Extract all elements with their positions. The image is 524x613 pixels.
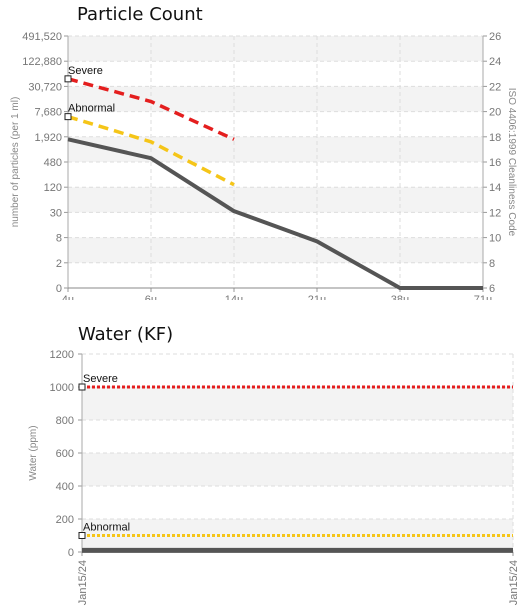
y2-tick-label: 8 bbox=[489, 258, 495, 270]
y-tick-label: 2 bbox=[56, 258, 62, 270]
grid-band bbox=[68, 237, 483, 263]
y2-tick-label: 6 bbox=[489, 283, 495, 295]
y2-tick-label: 26 bbox=[489, 31, 501, 43]
y-tick-label: 1000 bbox=[50, 382, 74, 394]
threshold-marker bbox=[78, 532, 86, 539]
y-tick-label: 1,920 bbox=[34, 132, 62, 144]
y-axis-title: Water (ppm) bbox=[28, 425, 39, 480]
grid-band bbox=[68, 187, 483, 213]
series-line-measured bbox=[67, 137, 483, 290]
grid-band bbox=[82, 519, 513, 552]
x-tick-label: Jan15/24 bbox=[508, 560, 520, 605]
x-tick-label: Jan15/24 bbox=[77, 560, 89, 605]
y-tick-label: 491,520 bbox=[22, 31, 62, 43]
grid-band bbox=[68, 36, 483, 62]
y-tick-label: 122,880 bbox=[22, 56, 62, 68]
threshold-label: Severe bbox=[68, 65, 103, 77]
x-tick-label: 6µ bbox=[145, 294, 158, 300]
x-tick-label: 4µ bbox=[62, 294, 75, 300]
grid-band bbox=[82, 453, 513, 486]
x-tick-label: 71µ bbox=[474, 294, 493, 300]
grid-band bbox=[82, 387, 513, 420]
water-kf-title: Water (KF) bbox=[78, 324, 174, 345]
grid-band bbox=[68, 136, 483, 162]
y2-tick-label: 20 bbox=[489, 107, 501, 119]
y2-tick-label: 10 bbox=[489, 233, 501, 245]
y-tick-label: 0 bbox=[68, 547, 74, 559]
y2-tick-label: 12 bbox=[489, 207, 501, 219]
particle-count-chart: 0 6 2 8 8 10 30 12 120 14 480 16 1,920 18 7,680 20 30,72… bbox=[10, 31, 517, 300]
grid-band bbox=[68, 86, 483, 112]
y2-tick-label: 24 bbox=[489, 56, 501, 68]
y2-tick-label: 22 bbox=[489, 81, 501, 93]
y-tick-label: 400 bbox=[56, 481, 74, 493]
y-tick-label: 8 bbox=[56, 233, 62, 245]
threshold-marker bbox=[64, 113, 72, 121]
x-tick-label: 21µ bbox=[308, 294, 327, 300]
y2-tick-label: 18 bbox=[489, 132, 501, 144]
threshold-marker bbox=[78, 383, 86, 391]
series-line-abnormal bbox=[67, 114, 235, 187]
x-tick-label: 38µ bbox=[391, 294, 410, 300]
y-tick-label: 30,720 bbox=[28, 81, 62, 93]
threshold-marker bbox=[64, 75, 72, 83]
y-axis-title: number of particles (per 1 ml) bbox=[10, 97, 21, 228]
y-tick-label: 200 bbox=[56, 514, 74, 526]
y-tick-label: 800 bbox=[56, 415, 74, 427]
y-tick-label: 120 bbox=[44, 182, 62, 194]
threshold-label: Abnormal bbox=[83, 522, 130, 534]
y2-tick-label: 16 bbox=[489, 157, 501, 169]
particle-count-title: Particle Count bbox=[77, 4, 203, 25]
y-tick-label: 7,680 bbox=[34, 107, 62, 119]
y2-axis-title: ISO 4406:1999 Cleanliness Code bbox=[506, 88, 517, 237]
y2-tick-label: 14 bbox=[489, 182, 501, 194]
series-line-severe bbox=[67, 77, 235, 141]
y-tick-label: 600 bbox=[56, 448, 74, 460]
y-tick-label: 1200 bbox=[50, 349, 74, 361]
x-tick-label: 14µ bbox=[225, 294, 244, 300]
y-tick-label: 30 bbox=[50, 207, 62, 219]
threshold-label: Severe bbox=[83, 373, 118, 385]
threshold-label: Abnormal bbox=[68, 103, 115, 115]
y-tick-label: 480 bbox=[44, 157, 62, 169]
y-tick-label: 0 bbox=[56, 283, 62, 295]
